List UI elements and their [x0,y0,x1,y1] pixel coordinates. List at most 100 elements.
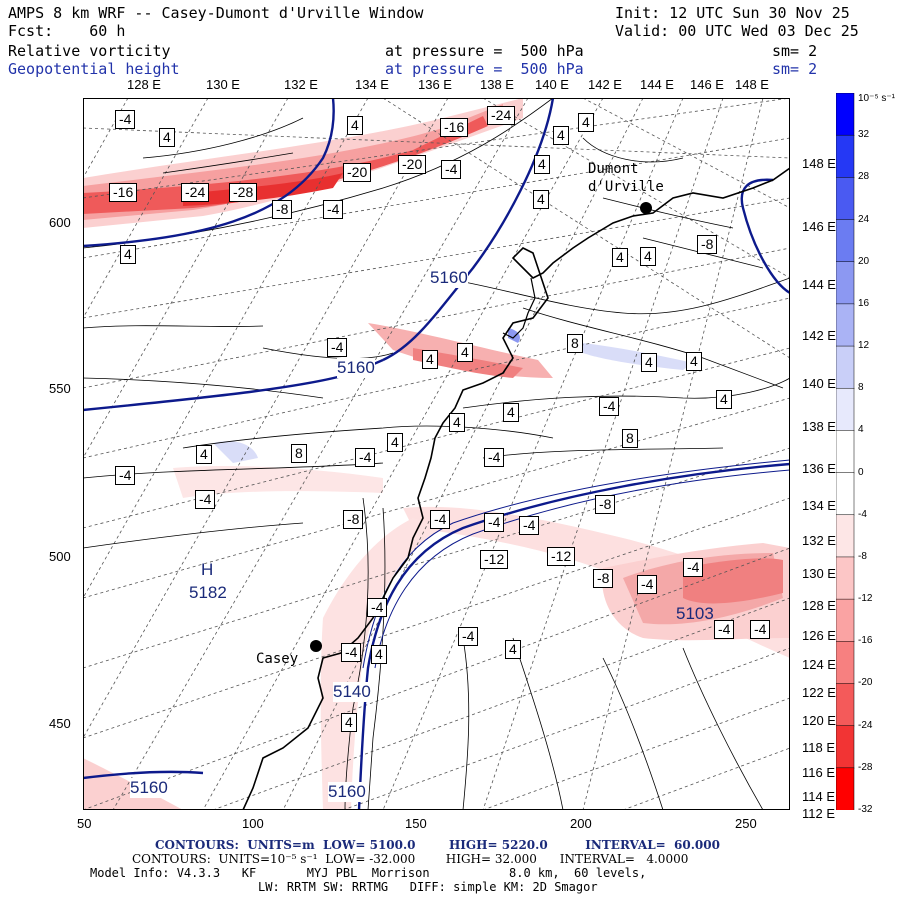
x-axis-label: 100 [242,816,264,831]
colorbar-swatch [836,134,855,179]
vorticity-label: 4 [422,350,438,369]
vorticity-label: 4 [534,155,550,174]
top-lon-label: 130 E [206,77,240,92]
colorbar-tick-label: -28 [858,762,873,773]
init-time: Init: 12 UTC Sun 30 Nov 25 [615,4,850,22]
colorbar-tick-label: -32 [858,804,873,815]
top-lon-label: 136 E [418,77,452,92]
y-axis-label: 550 [49,381,71,396]
vorticity-label: 4 [553,126,569,145]
colorbar-tick-label: 24 [858,214,870,225]
top-lon-label: 148 E [735,77,769,92]
map-panel [83,98,790,810]
colorbar-swatch [836,767,855,810]
colorbar-swatch [836,387,855,432]
colorbar-tick-label: 12 [858,340,870,351]
field2-name: Geopotential height [8,60,180,78]
colorbar-tick-label: 4 [858,424,864,435]
x-axis-label: 200 [570,816,592,831]
footer-height-contours: CONTOURS: UNITS=m LOW= 5100.0 HIGH= 5220… [155,838,720,852]
colorbar-swatch [836,683,855,727]
right-lon-label: 134 E [802,498,836,513]
right-lon-label: 140 E [802,376,836,391]
vorticity-label: -4 [367,598,388,617]
vorticity-label: -4 [714,620,735,639]
right-lon-label: 142 E [802,328,836,343]
high-marker: H [201,560,214,579]
colorbar-unit: 10⁻⁵ s⁻¹ [858,93,895,104]
top-lon-label: 128 E [127,77,161,92]
right-lon-label: 114 E [802,789,836,804]
colorbar-tick-label: 0 [858,467,864,478]
vorticity-label: -4 [323,200,344,219]
vorticity-shading [83,98,790,810]
field1-level: at pressure = 500 hPa [385,42,584,60]
colorbar-tick-label: 8 [858,382,864,393]
right-lon-label: 148 E [802,156,836,171]
vorticity-label: -4 [683,558,704,577]
vorticity-label: -4 [484,513,505,532]
top-lon-label: 140 E [535,77,569,92]
colorbar-swatch [836,641,855,685]
vorticity-label: 4 [457,343,473,362]
colorbar-swatch [836,598,855,643]
right-lon-label: 122 E [802,685,836,700]
colorbar-tick-label: -12 [858,593,873,604]
vorticity-label: -28 [229,183,258,202]
vorticity-label: -4 [355,448,376,467]
y-axis-label: 450 [49,716,71,731]
colorbar-tick-label: 20 [858,256,870,267]
field1-name: Relative vorticity [8,42,171,60]
vorticity-label: -4 [637,575,658,594]
colorbar-tick-label: 16 [858,298,870,309]
colorbar-tick-label: -8 [858,551,867,562]
colorbar-swatch [836,219,855,263]
vorticity-label: -16 [109,183,138,202]
right-lon-label: 126 E [802,628,836,643]
vorticity-label: 4 [387,433,403,452]
vorticity-label: 4 [371,645,387,664]
vorticity-label: -12 [480,550,509,569]
height-label: 5160 [430,268,468,288]
vorticity-label: 8 [291,444,307,463]
vorticity-label: 4 [449,413,465,432]
vorticity-label: 4 [612,248,628,267]
colorbar-tick-label: 32 [858,129,870,140]
field1-smoothing: sm= 2 [772,42,818,60]
vorticity-label: -4 [750,620,771,639]
right-lon-label: 144 E [802,277,836,292]
height-label: 5160 [328,782,366,802]
right-lon-label: 116 E [802,765,836,780]
vorticity-label: 4 [533,190,549,209]
height-label: 5160 [130,778,168,798]
vorticity-label: 4 [120,245,136,264]
vorticity-label: -8 [593,569,614,588]
vorticity-label: -12 [547,547,576,566]
vorticity-label: -4 [599,397,620,416]
vorticity-contours [83,98,790,810]
vorticity-label: 4 [640,247,656,266]
vorticity-label: 4 [505,640,521,659]
right-lon-label: 146 E [802,219,836,234]
vorticity-label: 8 [622,429,638,448]
footer-model-info: Model Info: V4.3.3 KF MYJ PBL Morrison 8… [90,866,647,880]
vorticity-label: 8 [567,334,583,353]
x-axis-label: 250 [735,816,757,831]
vorticity-label: 4 [341,713,357,732]
top-lon-label: 132 E [284,77,318,92]
right-lon-label: 118 E [802,740,836,755]
vorticity-label: -4 [458,627,479,646]
casey-marker [310,640,322,652]
forecast-hour: Fcst: 60 h [8,22,126,40]
vorticity-label: 4 [159,128,175,147]
right-lon-label: 120 E [802,713,836,728]
vorticity-label: -24 [487,106,516,125]
vorticity-label: 4 [196,445,212,464]
top-lon-label: 144 E [640,77,674,92]
field2-level: at pressure = 500 hPa [385,60,584,78]
colorbar-swatch [836,556,855,600]
vorticity-label: -4 [430,510,451,529]
colorbar-tick-label: -4 [858,509,867,520]
colorbar-swatch [836,177,855,221]
right-lon-label: 130 E [802,566,836,581]
